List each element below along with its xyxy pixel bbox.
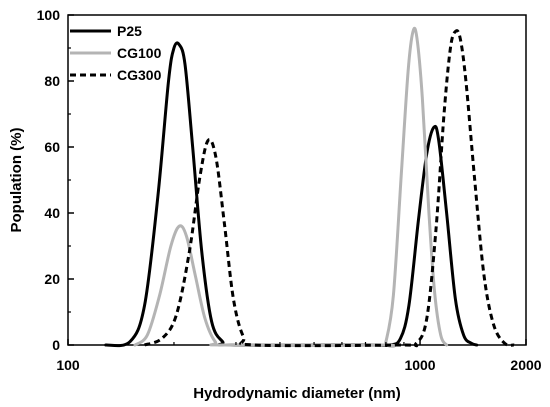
x-tick-label-1000: 1000 xyxy=(404,357,435,373)
x-axis-title: Hydrodynamic diameter (nm) xyxy=(193,385,401,402)
y-axis-ticks: 0 20 40 60 80 100 xyxy=(37,7,74,353)
legend-label-cg100: CG100 xyxy=(117,45,162,61)
plot-frame xyxy=(67,14,527,346)
y-tick-label-80: 80 xyxy=(44,73,60,89)
y-tick-label-60: 60 xyxy=(44,139,60,155)
x-tick-label-100: 100 xyxy=(56,357,80,373)
y-tick-label-40: 40 xyxy=(44,205,60,221)
y-tick-label-100: 100 xyxy=(37,7,61,23)
legend-label-cg300: CG300 xyxy=(117,67,162,83)
legend-label-p25: P25 xyxy=(117,23,142,39)
series-line-cg300 xyxy=(144,29,515,348)
y-tick-label-0: 0 xyxy=(52,337,60,353)
x-axis-ticks: 100 1000 2000 xyxy=(56,339,542,373)
legend: P25 CG100 CG300 xyxy=(70,23,162,83)
y-tick-label-20: 20 xyxy=(44,271,60,287)
x-tick-label-2000: 2000 xyxy=(510,357,541,373)
series-layer xyxy=(104,26,515,348)
y-axis-title: Population (%) xyxy=(8,128,25,233)
